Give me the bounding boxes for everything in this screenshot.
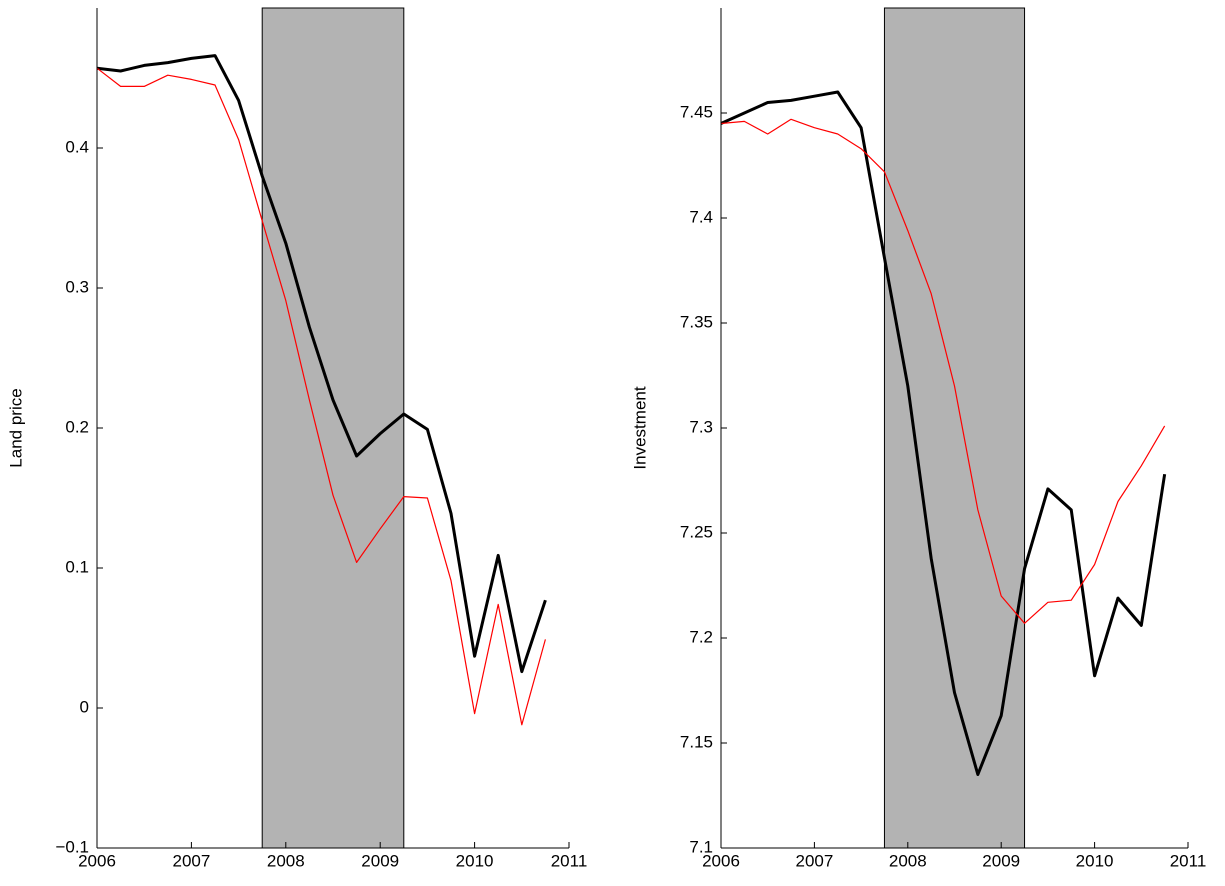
series-line bbox=[720, 118, 1166, 624]
x-tick-label: 2011 bbox=[1170, 851, 1207, 870]
y-tick-label: 7.15 bbox=[680, 732, 713, 751]
y-tick-label: 7.2 bbox=[689, 627, 713, 646]
y-axis-label: Investment bbox=[630, 386, 649, 469]
x-tick-label: 2011 bbox=[551, 851, 588, 870]
x-tick-label: 2009 bbox=[982, 851, 1020, 870]
y-tick-label: 7.3 bbox=[689, 417, 713, 436]
series-line bbox=[96, 54, 547, 674]
y-tick-label: −0.1 bbox=[55, 837, 89, 856]
series-line bbox=[720, 90, 1167, 776]
x-tick-label: 2009 bbox=[361, 851, 399, 870]
x-tick-label: 2008 bbox=[889, 851, 927, 870]
x-tick-label: 2007 bbox=[795, 851, 833, 870]
x-tick-label: 2010 bbox=[1076, 851, 1114, 870]
x-tick-label: 2006 bbox=[78, 851, 116, 870]
y-tick-label: 0.3 bbox=[65, 277, 89, 296]
x-tick-label: 2008 bbox=[267, 851, 305, 870]
y-tick-label: 7.25 bbox=[680, 522, 713, 541]
y-tick-label: 0.2 bbox=[65, 417, 89, 436]
y-tick-label: 7.1 bbox=[689, 837, 713, 856]
shaded-region bbox=[261, 7, 405, 849]
y-tick-label: 7.35 bbox=[680, 312, 713, 331]
y-tick-label: 0.4 bbox=[65, 137, 89, 156]
series-line bbox=[96, 67, 546, 726]
y-axis-label: Land price bbox=[6, 388, 25, 467]
x-tick-label: 2006 bbox=[702, 851, 740, 870]
y-tick-label: 0 bbox=[80, 697, 89, 716]
y-tick-label: 7.4 bbox=[689, 207, 713, 226]
shaded-region bbox=[883, 7, 1026, 849]
y-tick-label: 0.1 bbox=[65, 557, 89, 576]
y-tick-label: 7.45 bbox=[680, 102, 713, 121]
x-tick-label: 2007 bbox=[172, 851, 210, 870]
x-tick-label: 2010 bbox=[456, 851, 494, 870]
